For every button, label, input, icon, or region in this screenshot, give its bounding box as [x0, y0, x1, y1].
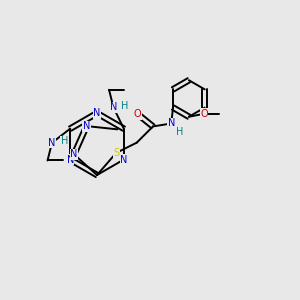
Text: S: S	[113, 148, 119, 158]
Text: N: N	[48, 138, 56, 148]
Text: N: N	[120, 154, 127, 165]
Text: N: N	[110, 103, 117, 112]
Text: N: N	[93, 108, 101, 118]
Text: O: O	[134, 109, 141, 119]
Text: H: H	[121, 101, 128, 111]
Text: H: H	[61, 136, 68, 146]
Text: O: O	[200, 109, 208, 119]
Text: N: N	[167, 118, 175, 128]
Text: H: H	[176, 127, 183, 137]
Text: N: N	[70, 149, 78, 159]
Text: N: N	[67, 154, 74, 165]
Text: N: N	[83, 121, 90, 131]
